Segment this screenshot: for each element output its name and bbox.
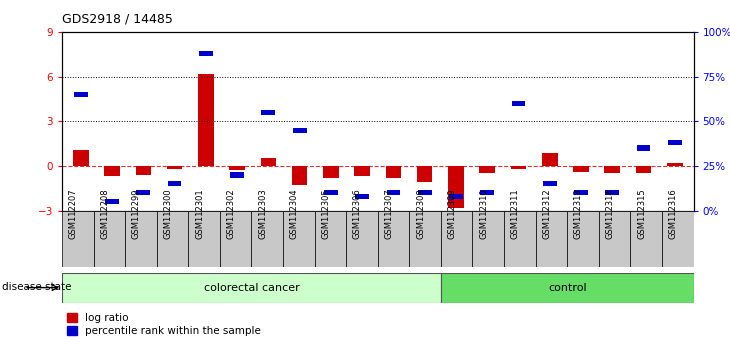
Bar — [417, 166, 432, 182]
Bar — [283, 211, 315, 267]
Bar — [441, 273, 694, 303]
Bar — [662, 211, 694, 267]
Bar — [543, 181, 556, 187]
Bar — [480, 166, 495, 173]
Text: disease state: disease state — [2, 282, 72, 292]
Text: GSM112313: GSM112313 — [574, 188, 583, 239]
Bar — [93, 211, 126, 267]
Bar — [410, 211, 441, 267]
Bar — [292, 166, 307, 185]
Bar — [136, 166, 151, 175]
Bar — [448, 166, 464, 208]
Bar — [480, 190, 494, 195]
Bar — [62, 273, 441, 303]
Bar — [510, 166, 526, 169]
Bar — [604, 166, 620, 173]
Bar — [220, 211, 251, 267]
Bar — [198, 74, 214, 166]
Bar — [668, 140, 682, 145]
Bar — [105, 199, 119, 204]
Text: GSM112311: GSM112311 — [511, 188, 520, 239]
Bar — [230, 172, 244, 178]
Bar — [386, 190, 400, 195]
Bar — [385, 166, 402, 178]
Bar — [631, 211, 662, 267]
Bar — [104, 166, 120, 176]
Bar — [472, 211, 504, 267]
Text: control: control — [548, 282, 586, 293]
Bar — [324, 190, 338, 195]
Text: GSM112308: GSM112308 — [416, 188, 425, 239]
Bar — [667, 163, 683, 166]
Bar — [354, 166, 370, 176]
Text: GSM112309: GSM112309 — [447, 188, 457, 239]
Text: GSM112207: GSM112207 — [69, 188, 78, 239]
Text: GSM112310: GSM112310 — [480, 188, 488, 239]
Text: GSM112302: GSM112302 — [227, 188, 236, 239]
Bar — [261, 159, 276, 166]
Text: GSM112305: GSM112305 — [321, 188, 331, 239]
Bar — [512, 101, 526, 106]
Bar — [504, 211, 536, 267]
Bar — [418, 190, 431, 195]
Text: GSM112208: GSM112208 — [101, 188, 110, 239]
Bar — [441, 211, 472, 267]
Text: GSM112315: GSM112315 — [637, 188, 646, 239]
Bar — [252, 211, 283, 267]
Bar — [137, 190, 150, 195]
Bar — [199, 51, 212, 56]
Bar — [346, 211, 378, 267]
Bar — [323, 166, 339, 178]
Bar — [636, 166, 651, 173]
Text: GSM112306: GSM112306 — [353, 188, 362, 239]
Bar — [126, 211, 157, 267]
Bar — [229, 166, 245, 170]
Text: GSM112299: GSM112299 — [132, 188, 141, 239]
Bar — [293, 127, 307, 133]
Bar — [378, 211, 410, 267]
Text: GSM112301: GSM112301 — [195, 188, 204, 239]
Bar — [637, 145, 650, 151]
Legend: log ratio, percentile rank within the sample: log ratio, percentile rank within the sa… — [67, 313, 261, 336]
Bar — [599, 211, 631, 267]
Bar — [573, 166, 589, 172]
Bar — [567, 211, 599, 267]
Bar — [166, 166, 182, 169]
Bar — [356, 194, 369, 199]
Bar — [62, 211, 93, 267]
Text: GSM112316: GSM112316 — [669, 188, 677, 239]
Bar — [188, 211, 220, 267]
Bar — [449, 194, 463, 199]
Text: GSM112314: GSM112314 — [606, 188, 615, 239]
Bar — [261, 110, 275, 115]
Bar — [73, 149, 88, 166]
Bar — [536, 211, 567, 267]
Text: GSM112300: GSM112300 — [164, 188, 172, 239]
Bar — [157, 211, 188, 267]
Text: GSM112307: GSM112307 — [385, 188, 393, 239]
Bar — [315, 211, 346, 267]
Bar — [542, 153, 558, 166]
Bar — [605, 190, 619, 195]
Text: GDS2918 / 14485: GDS2918 / 14485 — [62, 12, 173, 25]
Bar — [574, 190, 588, 195]
Text: GSM112303: GSM112303 — [258, 188, 267, 239]
Bar — [168, 181, 182, 187]
Text: GSM112304: GSM112304 — [290, 188, 299, 239]
Bar — [74, 92, 88, 97]
Text: colorectal cancer: colorectal cancer — [204, 282, 299, 293]
Text: GSM112312: GSM112312 — [542, 188, 551, 239]
